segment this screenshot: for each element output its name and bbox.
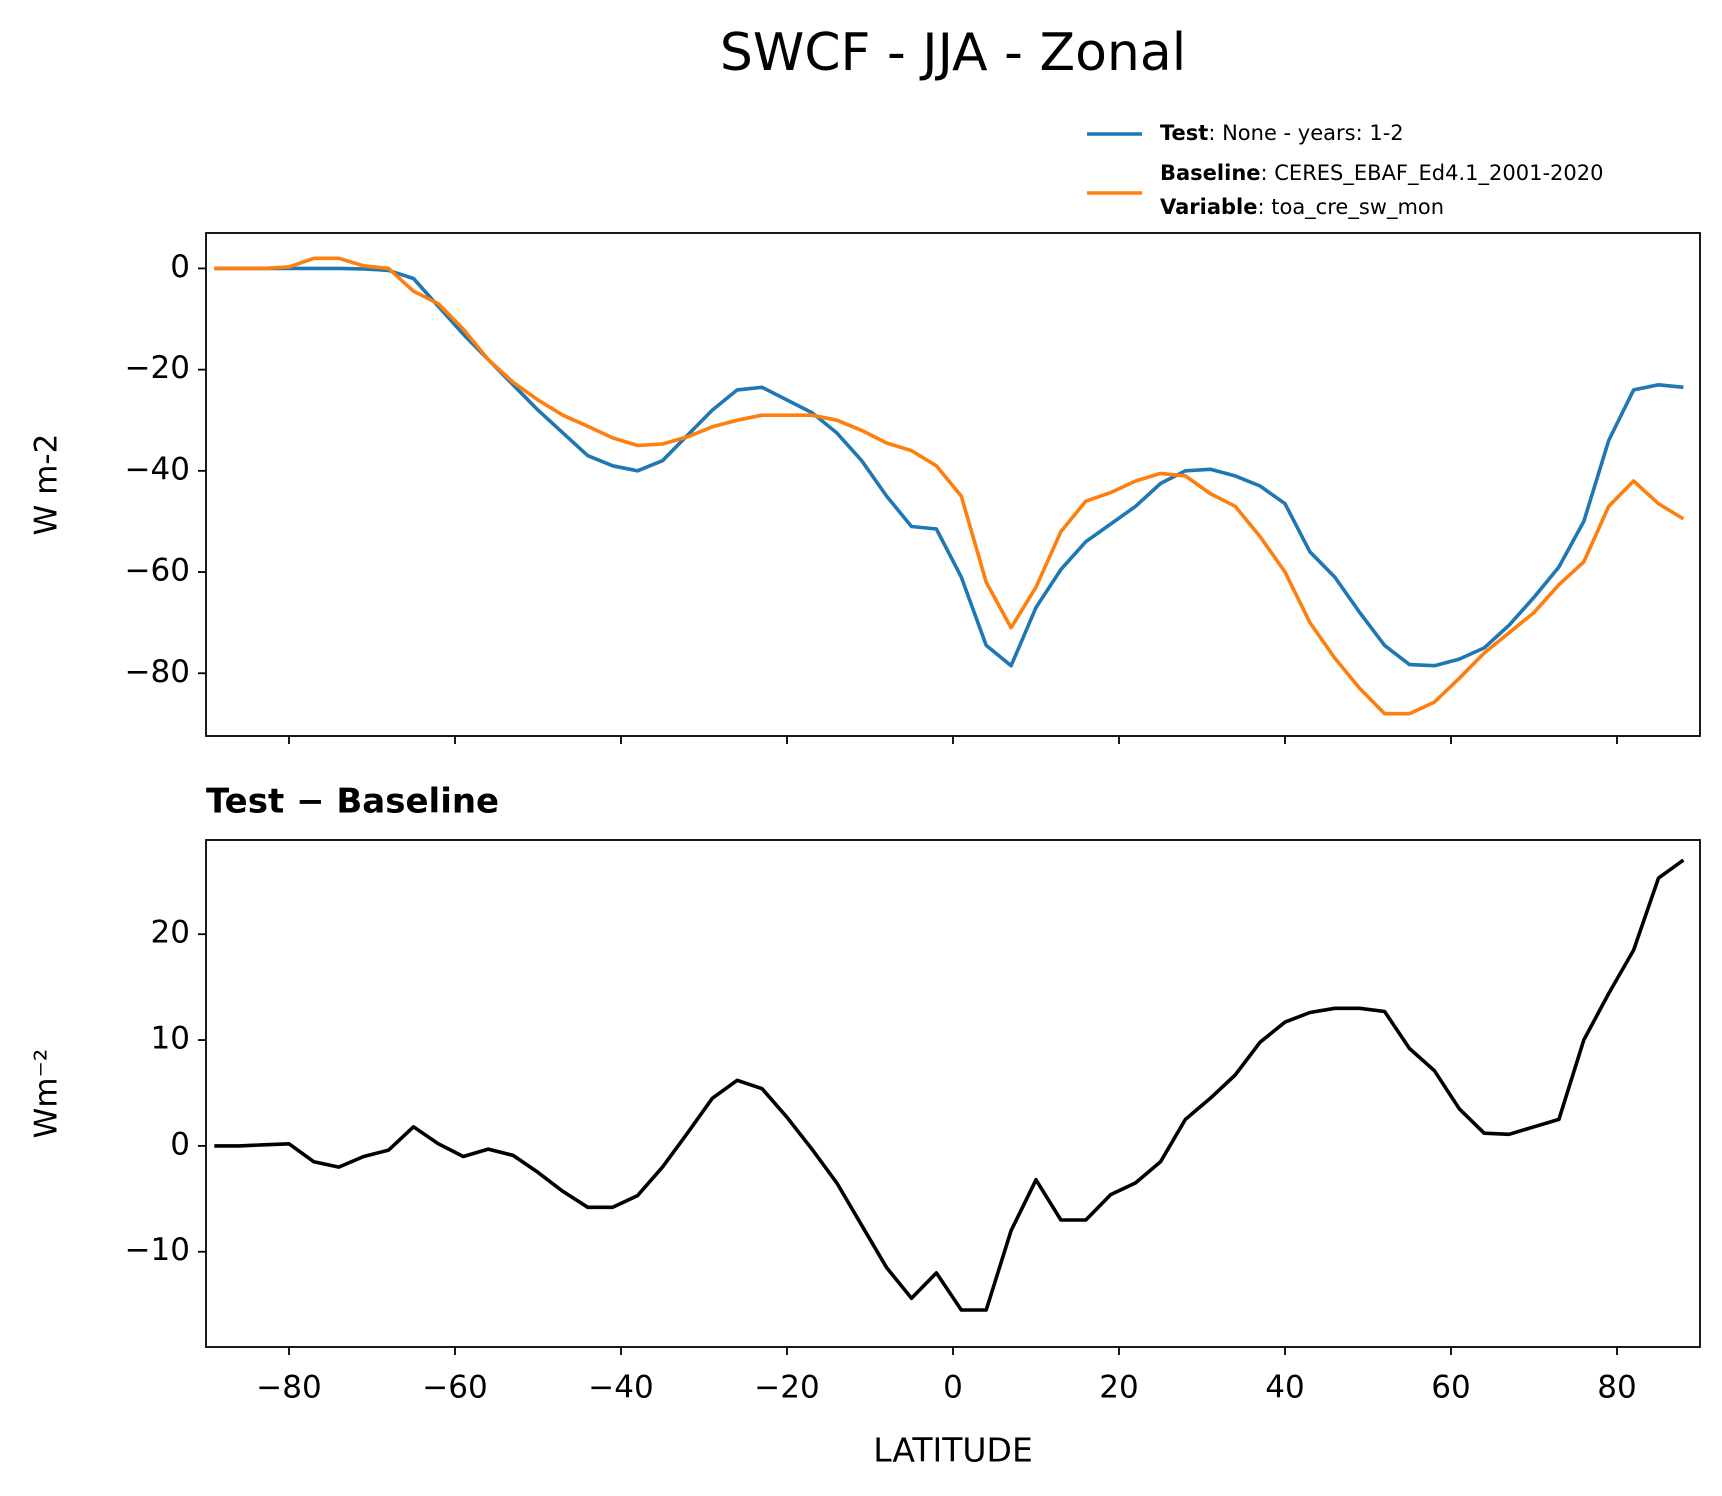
x-tick-label: 60 [1431,1370,1470,1406]
figure-title: SWCF - JJA - Zonal [720,23,1186,83]
legend-entry: Variable: toa_cre_sw_mon [1160,195,1444,220]
legend-name: Variable [1160,195,1257,219]
x-axis-label: LATITUDE [873,1431,1033,1470]
y-tick-label: −80 [125,654,190,690]
y-tick-label: 10 [151,1021,190,1057]
legend-info: : None - years: 1-2 [1208,121,1403,145]
x-tick-label: −80 [256,1370,321,1406]
legend-entry: Test: None - years: 1-2 [1160,121,1404,145]
x-tick-label: −40 [588,1370,653,1406]
data-line [214,256,1685,716]
plot-area [214,858,1685,1312]
x-tick-label: −20 [754,1370,819,1406]
y-tick-label: 20 [151,915,190,951]
subplot-title: Test − Baseline [206,782,499,822]
y-tick-label: −40 [125,451,190,487]
legend-info: : toa_cre_sw_mon [1257,195,1444,220]
legend-entry: Baseline: CERES_EBAF_Ed4.1_2001-2020 [1160,161,1603,186]
x-tick-label: 80 [1597,1370,1636,1406]
y-tick-label: −20 [125,350,190,386]
legend-name: Baseline [1160,161,1261,185]
data-line [214,858,1685,1312]
x-tick-label: 20 [1099,1370,1138,1406]
axes-frame [205,232,1701,737]
legend-name: Test [1160,121,1208,145]
y-tick-label: −10 [125,1232,190,1268]
y-axis-label: W m-2 [29,434,65,536]
data-line [214,266,1684,668]
x-tick-label: 0 [943,1370,963,1406]
legend-info: : CERES_EBAF_Ed4.1_2001-2020 [1261,161,1604,186]
y-axis-label: Wm⁻² [29,1049,65,1139]
plot-area [214,256,1685,716]
axes-frame [205,839,1701,1348]
y-tick-label: 0 [170,249,190,285]
y-tick-label: 0 [170,1126,190,1162]
x-tick-label: 40 [1265,1370,1304,1406]
y-tick-label: −60 [125,553,190,589]
x-tick-label: −60 [422,1370,487,1406]
